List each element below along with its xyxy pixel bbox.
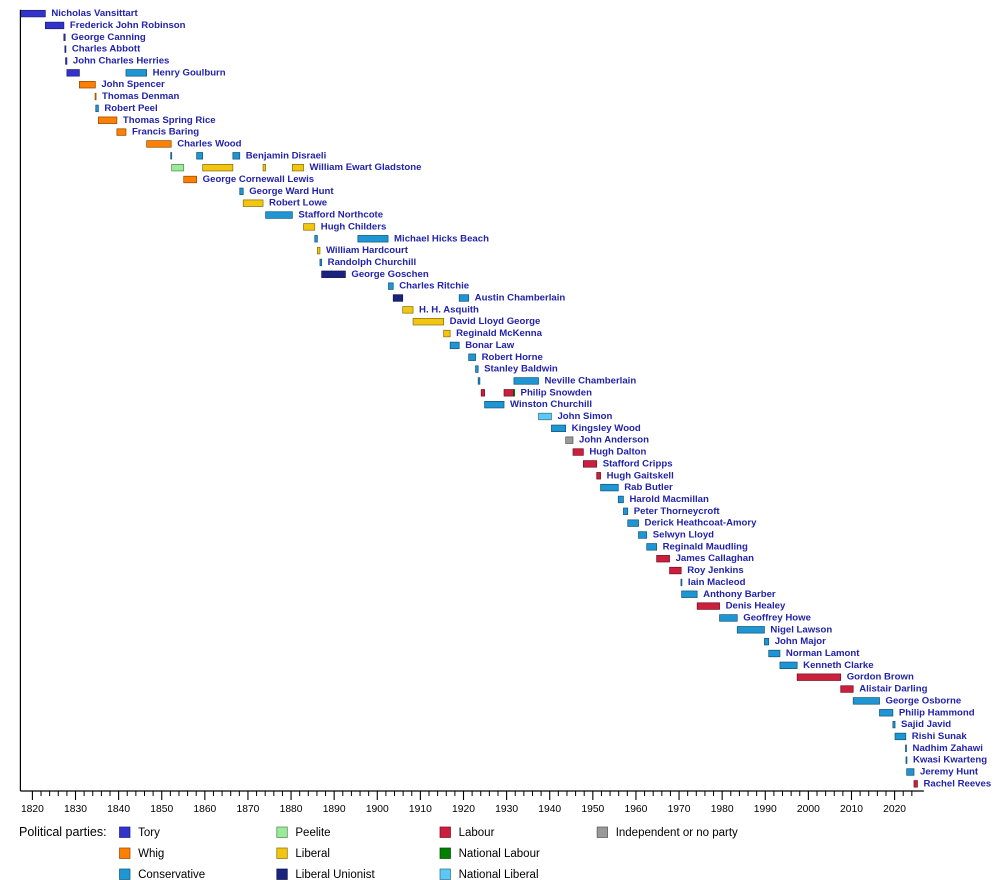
svg-text:1930: 1930 [495, 804, 518, 815]
svg-text:Nicholas Vansittart: Nicholas Vansittart [51, 8, 138, 19]
svg-text:Nigel Lawson: Nigel Lawson [770, 624, 832, 635]
svg-text:Austin Chamberlain: Austin Chamberlain [475, 293, 566, 304]
svg-text:National Labour: National Labour [459, 848, 540, 860]
svg-text:Benjamin Disraeli: Benjamin Disraeli [246, 150, 327, 161]
svg-text:Francis Baring: Francis Baring [132, 127, 199, 138]
svg-text:Robert Lowe: Robert Lowe [269, 198, 327, 209]
svg-text:1910: 1910 [409, 804, 432, 815]
svg-text:Thomas Denman: Thomas Denman [102, 91, 179, 102]
svg-text:1830: 1830 [64, 804, 87, 815]
svg-text:Rishi Sunak: Rishi Sunak [912, 731, 968, 742]
svg-text:Stanley Baldwin: Stanley Baldwin [484, 364, 558, 375]
svg-text:Peelite: Peelite [295, 827, 330, 839]
svg-text:1990: 1990 [754, 804, 777, 815]
svg-text:Neville Chamberlain: Neville Chamberlain [545, 375, 637, 386]
svg-text:2020: 2020 [883, 804, 906, 815]
svg-text:Charles Abbott: Charles Abbott [72, 44, 141, 55]
svg-text:1820: 1820 [21, 804, 44, 815]
svg-text:Labour: Labour [459, 827, 495, 839]
svg-text:Conservative: Conservative [138, 869, 205, 880]
svg-text:George Ward Hunt: George Ward Hunt [249, 186, 334, 197]
svg-text:Liberal: Liberal [295, 848, 330, 860]
svg-text:Charles Ritchie: Charles Ritchie [399, 281, 469, 292]
svg-text:Charles Wood: Charles Wood [177, 138, 241, 149]
svg-text:Rab Butler: Rab Butler [624, 482, 673, 493]
svg-text:Frederick John Robinson: Frederick John Robinson [70, 20, 186, 31]
svg-text:Philip Snowden: Philip Snowden [521, 387, 593, 398]
svg-text:Liberal Unionist: Liberal Unionist [295, 869, 375, 880]
svg-text:National Liberal: National Liberal [459, 869, 539, 880]
svg-text:Reginald Maudling: Reginald Maudling [663, 541, 748, 552]
svg-text:Selwyn Lloyd: Selwyn Lloyd [653, 530, 714, 541]
svg-text:1980: 1980 [711, 804, 734, 815]
svg-text:Anthony Barber: Anthony Barber [703, 589, 776, 600]
svg-text:H. H. Asquith: H. H. Asquith [419, 304, 479, 315]
svg-text:Sajid Javid: Sajid Javid [901, 719, 951, 730]
svg-text:Philip Hammond: Philip Hammond [899, 707, 975, 718]
svg-text:Peter Thorneycroft: Peter Thorneycroft [634, 506, 721, 517]
svg-text:Tory: Tory [138, 827, 160, 839]
svg-text:George Canning: George Canning [71, 32, 146, 43]
svg-text:John Major: John Major [775, 636, 826, 647]
svg-text:Iain Macleod: Iain Macleod [688, 577, 746, 588]
svg-text:Kenneth Clarke: Kenneth Clarke [803, 660, 873, 671]
svg-text:Denis Healey: Denis Healey [726, 601, 786, 612]
svg-text:Reginald McKenna: Reginald McKenna [456, 328, 542, 339]
svg-text:George Cornewall Lewis: George Cornewall Lewis [203, 174, 314, 185]
svg-text:Derick Heathcoat-Amory: Derick Heathcoat-Amory [645, 518, 758, 529]
svg-text:1840: 1840 [107, 804, 130, 815]
svg-text:Michael Hicks Beach: Michael Hicks Beach [394, 233, 489, 244]
svg-text:1880: 1880 [280, 804, 303, 815]
svg-text:Stafford Northcote: Stafford Northcote [298, 210, 383, 221]
svg-text:Rachel Reeves: Rachel Reeves [923, 778, 991, 789]
svg-text:1900: 1900 [366, 804, 389, 815]
svg-text:1970: 1970 [668, 804, 691, 815]
svg-text:William Ewart Gladstone: William Ewart Gladstone [310, 162, 422, 173]
svg-text:Thomas Spring Rice: Thomas Spring Rice [123, 115, 216, 126]
svg-text:Roy Jenkins: Roy Jenkins [687, 565, 744, 576]
svg-text:Independent or no party: Independent or no party [616, 827, 738, 839]
svg-text:1860: 1860 [193, 804, 216, 815]
svg-text:1960: 1960 [624, 804, 647, 815]
svg-text:Hugh Gaitskell: Hugh Gaitskell [607, 470, 674, 481]
svg-text:1950: 1950 [581, 804, 604, 815]
svg-text:2000: 2000 [797, 804, 820, 815]
svg-text:1850: 1850 [150, 804, 173, 815]
svg-text:John Anderson: John Anderson [579, 435, 649, 446]
svg-text:John Charles Herries: John Charles Herries [73, 56, 170, 67]
svg-text:Jeremy Hunt: Jeremy Hunt [920, 767, 979, 778]
svg-text:2010: 2010 [840, 804, 863, 815]
svg-text:1940: 1940 [538, 804, 561, 815]
svg-text:Kingsley Wood: Kingsley Wood [572, 423, 641, 434]
svg-text:1890: 1890 [323, 804, 346, 815]
svg-text:Gordon Brown: Gordon Brown [847, 672, 914, 683]
svg-text:1920: 1920 [452, 804, 475, 815]
svg-text:David Lloyd George: David Lloyd George [450, 316, 541, 327]
svg-text:Hugh Childers: Hugh Childers [321, 221, 387, 232]
svg-text:George Goschen: George Goschen [351, 269, 428, 280]
svg-text:Randolph Churchill: Randolph Churchill [328, 257, 416, 268]
svg-text:William Hardcourt: William Hardcourt [326, 245, 409, 256]
svg-text:Geoffrey Howe: Geoffrey Howe [743, 612, 811, 623]
svg-text:Harold Macmillan: Harold Macmillan [629, 494, 709, 505]
svg-text:James Callaghan: James Callaghan [676, 553, 755, 564]
svg-text:Stafford Cripps: Stafford Cripps [603, 458, 673, 469]
svg-text:George Osborne: George Osborne [886, 695, 962, 706]
svg-text:Robert Peel: Robert Peel [104, 103, 157, 114]
svg-text:Alistair Darling: Alistair Darling [859, 684, 927, 695]
svg-text:Winston Churchill: Winston Churchill [510, 399, 592, 410]
svg-text:Hugh Dalton: Hugh Dalton [589, 447, 646, 458]
svg-text:Kwasi Kwarteng: Kwasi Kwarteng [913, 755, 987, 766]
svg-text:John Simon: John Simon [557, 411, 612, 422]
svg-text:Bonar Law: Bonar Law [465, 340, 515, 351]
svg-text:Henry Goulburn: Henry Goulburn [153, 67, 226, 78]
svg-text:Nadhim Zahawi: Nadhim Zahawi [913, 743, 983, 754]
svg-text:John Spencer: John Spencer [101, 79, 165, 90]
svg-text:Whig: Whig [138, 848, 164, 860]
svg-text:Political parties:: Political parties: [19, 825, 107, 839]
svg-text:1870: 1870 [236, 804, 259, 815]
svg-text:Robert Horne: Robert Horne [482, 352, 543, 363]
svg-text:Norman Lamont: Norman Lamont [786, 648, 860, 659]
